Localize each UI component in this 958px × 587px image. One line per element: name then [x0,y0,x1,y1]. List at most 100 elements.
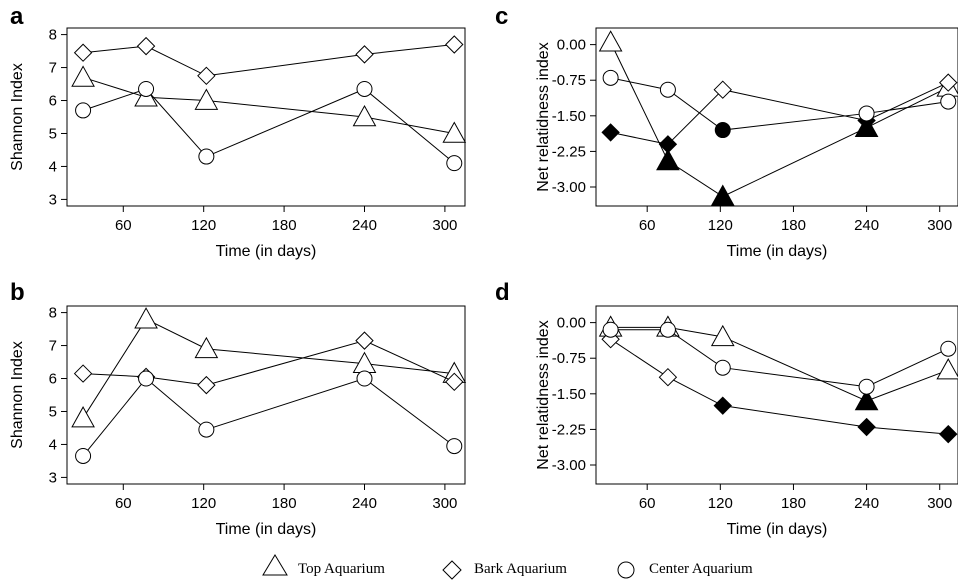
top-triangle-point [72,407,94,427]
series-center [76,371,462,463]
bark-diamond-point [602,124,619,141]
center-circle-point [859,106,874,121]
series-line [611,327,949,401]
center-circle-point [941,341,956,356]
y-axis-label: Net relatidness index [535,42,552,191]
x-tick-label: 180 [781,217,806,234]
x-tick-label: 240 [352,217,377,234]
x-tick-label: 300 [927,495,952,512]
bark-diamond-point [858,419,875,436]
bark-diamond-point [446,36,463,53]
bark-diamond-point [198,377,215,394]
top-triangle-point [937,359,958,379]
x-axis-label: Time (in days) [727,521,828,538]
y-axis-label: Shannon Index [9,63,26,171]
center-circle-point [660,322,675,337]
x-tick-label: 120 [708,495,733,512]
top-triangle-point [195,338,217,358]
y-tick-label: 4 [49,158,57,175]
y-tick-label: 3 [49,191,57,208]
x-tick-label: 60 [639,217,656,234]
legend-item-center: Center Aquarium [618,561,753,578]
x-tick-label: 120 [191,217,216,234]
y-tick-label: 6 [49,93,57,110]
chart-panel-b: 60 120 180 240 300 3 4 5 6 7 8 Time (in days) Shanno… [9,305,465,538]
series-top [72,66,465,142]
bark-diamond-point [659,369,676,386]
legend-item-bark: Bark Aquarium [443,561,567,579]
top-triangle-point [72,66,94,86]
circle-icon [618,562,634,578]
y-tick-label: -1.50 [552,108,586,125]
x-tick-label: 60 [639,495,656,512]
center-circle-point [139,81,154,96]
center-circle-point [715,123,730,138]
x-axis-label: Time (in days) [216,521,317,538]
center-circle-point [715,360,730,375]
bark-diamond-point [714,397,731,414]
y-tick-label: 5 [49,403,57,420]
series-line [83,44,454,75]
x-tick-label: 240 [854,495,879,512]
plot-frame [67,306,465,484]
legend-item-top: Top Aquarium [263,555,385,577]
center-circle-point [199,149,214,164]
center-circle-point [76,103,91,118]
center-circle-point [357,371,372,386]
x-tick-label: 180 [272,217,297,234]
y-tick-label: -0.75 [552,72,586,89]
y-tick-label: 6 [49,371,57,388]
diamond-icon [443,561,461,579]
x-tick-label: 240 [352,495,377,512]
y-tick-label: 5 [49,125,57,142]
series-bark [602,74,957,153]
x-tick-label: 60 [115,217,132,234]
y-axis-label: Net relatidness index [535,320,552,469]
bark-diamond-point [940,426,957,443]
panel-label-b: b [10,279,25,306]
legend: Top Aquarium Bark Aquarium Center Aquari… [263,555,753,579]
series-line [611,339,949,434]
x-tick-label: 300 [432,495,457,512]
y-tick-label: -1.50 [552,386,586,403]
x-tick-label: 300 [927,217,952,234]
plot-frame [596,28,958,206]
x-tick-label: 180 [272,495,297,512]
panel-label-c: c [495,3,508,30]
series-line [83,319,454,418]
y-tick-label: -0.75 [552,350,586,367]
center-circle-point [447,156,462,171]
series-top [600,316,958,409]
center-circle-point [199,422,214,437]
panel-label-a: a [10,3,24,30]
y-tick-label: -2.25 [552,421,586,438]
y-tick-label: -3.00 [552,457,586,474]
series-center [76,81,462,170]
triangle-icon [263,555,287,575]
center-circle-point [660,82,675,97]
chart-panel-a: 60 120 180 240 300 3 4 5 6 7 8 Time (in days) Shanno… [9,27,465,260]
y-tick-label: -3.00 [552,179,586,196]
series-bark [75,332,463,394]
bark-diamond-point [356,332,373,349]
panel-label-d: d [495,279,510,306]
y-tick-label: 7 [49,60,57,77]
chart-panel-d: 60 120 180 240 300 0.00 -0.75 -1.50 -2.25 -3.00 Ti… [535,306,958,538]
y-tick-label: 8 [49,305,57,322]
center-circle-point [139,371,154,386]
series-line [83,379,454,456]
y-axis-label: Shannon Index [9,341,26,449]
bark-diamond-point [75,365,92,382]
top-triangle-point [195,90,217,110]
y-tick-label: 4 [49,436,57,453]
legend-label-top: Top Aquarium [298,561,385,577]
x-tick-label: 180 [781,495,806,512]
bark-diamond-point [198,67,215,84]
center-circle-point [76,448,91,463]
center-circle-point [859,379,874,394]
series-top [600,31,958,205]
bark-diamond-point [138,38,155,55]
bark-diamond-point [75,44,92,61]
legend-label-bark: Bark Aquarium [474,561,567,577]
series-line [611,42,949,196]
